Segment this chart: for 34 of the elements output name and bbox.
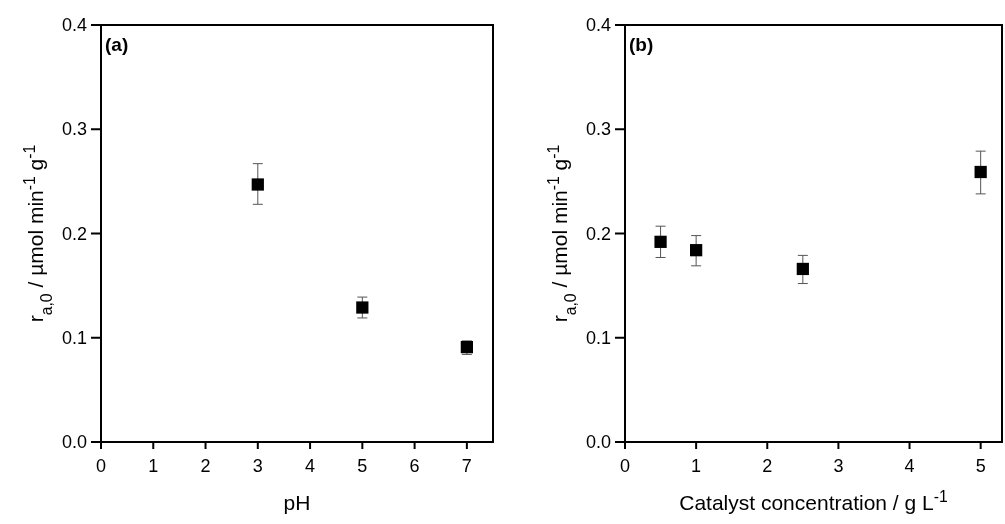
y-tick-label: 0.0: [585, 432, 611, 452]
y-tick-label: 0.3: [585, 119, 611, 140]
x-tick-label: 0: [95, 456, 107, 476]
y-tick-label: 0.2: [61, 223, 87, 244]
x-tick-label: 6: [409, 456, 420, 476]
x-axis-title: Catalyst concentration / g L$^{-1}$: [679, 487, 948, 514]
x-tick-label: 3: [833, 456, 844, 476]
x-tick-label: 1: [148, 456, 159, 476]
point: [796, 262, 809, 276]
x-tick-label: 3: [252, 456, 263, 476]
y-tick-label: 0.0: [61, 432, 87, 452]
y-tick-label: 0.1: [61, 327, 87, 348]
x-tick-label: 4: [904, 456, 915, 476]
x-tick-label: 2: [200, 456, 211, 476]
y-tick-label: 0.3: [61, 119, 87, 140]
point: [974, 165, 987, 179]
y-tick-label: 0.4: [585, 15, 611, 35]
x-tick-label: 0: [619, 456, 631, 476]
point: [251, 178, 264, 191]
point: [690, 244, 703, 257]
x-axis-title: pH: [283, 491, 311, 514]
text: (b): [629, 34, 654, 55]
x-tick-label: 1: [691, 456, 702, 476]
x-tick-label: 4: [305, 456, 316, 476]
y-tick-label: 0.1: [585, 327, 611, 348]
x-tick-label: 5: [357, 456, 368, 476]
y-tick-label: 0.4: [61, 15, 87, 35]
text: (a): [105, 34, 129, 55]
x-tick-label: 7: [461, 456, 472, 476]
x-tick-label: 2: [762, 456, 773, 476]
point: [654, 235, 667, 248]
point: [356, 301, 369, 314]
y-tick-label: 0.2: [585, 223, 611, 244]
x-tick-label: 5: [975, 456, 986, 476]
